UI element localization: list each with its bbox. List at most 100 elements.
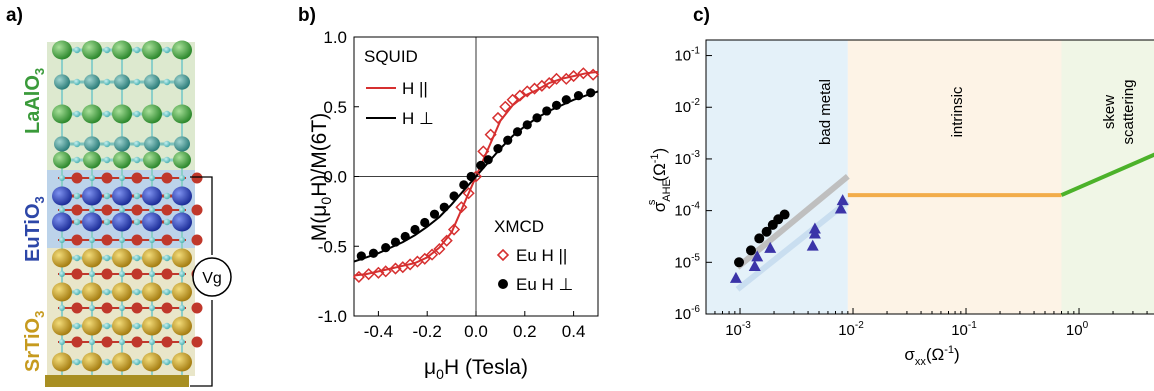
la-atom	[53, 151, 71, 169]
oxygen-atom	[73, 110, 81, 118]
eu-atom	[52, 186, 72, 206]
ti-atom	[71, 172, 83, 184]
oxygen-atom	[179, 207, 185, 213]
x-tick-label: 10-1	[951, 320, 977, 339]
oxygen-atom	[149, 339, 155, 345]
diamond-point	[506, 93, 519, 106]
oxygen-atom	[119, 175, 125, 181]
oxygen-atom	[103, 192, 111, 200]
ti-atom	[131, 302, 143, 314]
oxygen-atom	[103, 156, 111, 164]
sr-atom	[82, 282, 102, 302]
oxygen-atom	[103, 254, 111, 262]
sr-atom	[112, 316, 132, 336]
panel-c-regions	[706, 40, 1154, 314]
y-tick-label: 10-3	[674, 149, 700, 168]
ti-atom	[191, 234, 203, 246]
la-atom	[142, 40, 162, 60]
svg-text:EuTiO3: EuTiO3	[22, 196, 47, 262]
ti-atom	[191, 336, 203, 348]
oxygen-atom	[119, 305, 125, 311]
triangle-point	[834, 202, 847, 214]
sr-atom	[172, 316, 192, 336]
sr-atom	[82, 352, 102, 372]
oxygen-atom	[119, 207, 125, 213]
circle-point	[745, 245, 756, 256]
oxygen-atom	[73, 78, 81, 86]
sr-atom	[112, 352, 132, 372]
oxygen-atom	[163, 192, 171, 200]
circle-point	[476, 160, 486, 170]
y-tick-label: 10-4	[674, 201, 700, 220]
eu-atom	[172, 186, 192, 206]
ti-atom	[101, 234, 113, 246]
ti-atom	[101, 204, 113, 216]
sr-atom	[112, 282, 132, 302]
trend-line-bad-metal-trend-2	[735, 199, 850, 292]
x-tick-label: 0.0	[464, 322, 488, 341]
y-tick-label: 0.0	[323, 168, 347, 187]
circle-point	[522, 120, 532, 130]
panel-c-anomalous-hall: c) 10-3 10-2 10-1 10010-610-510-410-310-210…	[646, 5, 1154, 368]
oxygen-atom	[59, 175, 65, 181]
sr-atom	[172, 248, 192, 268]
ti-atom	[161, 268, 173, 280]
sr-atom	[172, 282, 192, 302]
circle-point	[420, 217, 430, 228]
oxygen-atom	[179, 271, 185, 277]
y-tick-label: 10-5	[674, 252, 700, 271]
ti-atom	[191, 204, 203, 216]
panel-b-x-axis-label: μ0H (Tesla)	[424, 356, 528, 382]
diamond-point	[513, 89, 526, 102]
oxygen-atom	[133, 322, 141, 330]
eu-atom	[112, 186, 132, 206]
gate-label: Vg	[202, 270, 222, 287]
la-atom	[173, 151, 191, 169]
al-atom	[54, 136, 70, 152]
ti-atom	[191, 302, 203, 314]
legend-xmcd-diamond-marker	[496, 248, 510, 262]
circle-point	[390, 237, 401, 247]
panel-b-ticks: -0.4 -0.2 0.0 0.2 0.4 -1.0 -0.5 0.0 0.5 1.0	[318, 28, 586, 341]
oxygen-atom	[119, 339, 125, 345]
panel-a-crystal: a) LaAlO3 EuTiO3 SrTiO3 Vg	[6, 5, 232, 387]
oxygen-atom	[149, 207, 155, 213]
panel-c-lines	[735, 152, 1154, 292]
circle-point	[734, 257, 745, 268]
oxygen-atom	[73, 358, 81, 366]
oxygen-atom	[133, 156, 141, 164]
la-atom	[112, 40, 132, 60]
eu-atom	[142, 186, 162, 206]
legend-xmcd-circle-marker	[498, 279, 508, 289]
oxygen-atom	[163, 110, 171, 118]
circle-point	[459, 180, 469, 190]
diamond-point	[567, 69, 580, 83]
ti-atom	[131, 204, 143, 216]
oxygen-atom	[73, 46, 81, 54]
region-label-intrinsic: intrinsic	[949, 86, 966, 137]
layer-label-laalo3: LaAlO3	[22, 68, 47, 134]
panel-b-label: b)	[298, 5, 316, 26]
y-tick-label: 10-2	[674, 97, 700, 116]
circle-point	[542, 106, 552, 116]
oxygen-atom	[89, 305, 95, 311]
circle-point	[368, 248, 379, 258]
diamond-point	[550, 72, 563, 85]
circle-point	[754, 233, 765, 244]
la-atom	[52, 104, 72, 124]
al-atom	[84, 136, 100, 152]
eu-atom	[82, 212, 102, 232]
oxygen-atom	[149, 237, 155, 243]
circle-point	[400, 231, 410, 242]
diamond-point	[362, 268, 375, 281]
region-label-skew-scattering: skew scattering	[1101, 79, 1137, 144]
triangle-point	[748, 259, 761, 271]
ti-atom	[71, 234, 83, 246]
sr-atom	[52, 352, 72, 372]
oxygen-atom	[133, 110, 141, 118]
ti-atom	[191, 172, 203, 184]
al-atom	[114, 136, 130, 152]
legend-xmcd: XMCD Eu H || Eu H ⊥	[494, 217, 573, 294]
oxygen-atom	[133, 192, 141, 200]
